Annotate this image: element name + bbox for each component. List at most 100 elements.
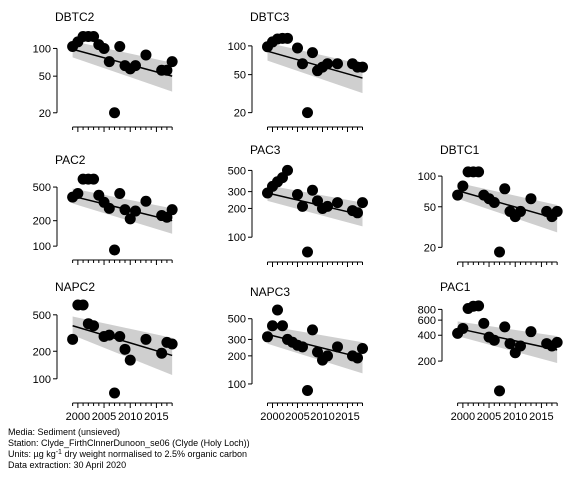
y-tick-label: 100 (33, 241, 51, 253)
panel-dbtc1: DBTC1 20 50 100 (418, 143, 563, 267)
panel-title: NAPC2 (55, 280, 95, 294)
y-tick-label: 50 (234, 70, 246, 82)
panel-dbtc3: DBTC3 20 50 100 (228, 10, 368, 132)
data-point (124, 354, 136, 366)
data-point (292, 188, 303, 200)
data-point (140, 195, 152, 207)
data-point (166, 56, 178, 68)
y-tick-label: 100 (418, 171, 436, 183)
data-point (488, 334, 500, 346)
data-point (166, 338, 178, 350)
data-point (114, 187, 126, 199)
x-tick-label: 2015 (144, 411, 168, 423)
data-point (307, 47, 318, 59)
y-tick-label: 500 (33, 182, 51, 194)
panel-pac3: PAC3 100 200 300 500 (228, 143, 368, 267)
data-point (307, 324, 318, 336)
data-point (357, 342, 368, 354)
data-point (473, 166, 485, 178)
data-point (98, 42, 110, 54)
data-point (494, 385, 506, 397)
footer-units-suffix: dry weight normalised to 2.5% organic ca… (61, 449, 248, 459)
data-point (357, 61, 368, 73)
x-tick-label: 2000 (260, 411, 284, 423)
data-point (322, 58, 333, 70)
x-tick-label: 2015 (529, 411, 553, 423)
panel-title: DBTC2 (55, 10, 95, 24)
y-tick-label: 200 (228, 351, 246, 363)
x-tick-label: 2000 (66, 411, 90, 423)
y-tick-label: 200 (33, 346, 51, 358)
data-point (352, 352, 363, 364)
data-point (88, 320, 100, 332)
y-tick-label: 500 (228, 314, 246, 326)
y-tick-label: 400 (418, 330, 436, 342)
data-point (114, 330, 126, 342)
panel-title: DBTC1 (440, 143, 480, 157)
data-point (488, 197, 500, 209)
panel-title: NAPC3 (250, 285, 290, 299)
y-tick-label: 100 (228, 41, 246, 53)
data-point (103, 56, 115, 68)
data-point (514, 205, 526, 217)
data-point (88, 173, 100, 185)
data-point (302, 107, 313, 119)
data-point (119, 204, 131, 216)
data-point (282, 32, 293, 44)
data-point (267, 320, 278, 332)
data-point (357, 197, 368, 209)
y-tick-label: 100 (33, 43, 51, 55)
data-point (114, 41, 126, 53)
data-point (161, 64, 173, 76)
x-tick-label: 2010 (310, 411, 334, 423)
data-point (504, 338, 516, 350)
data-point (277, 320, 288, 332)
y-tick-label: 600 (418, 315, 436, 327)
data-point (129, 60, 141, 72)
panel-title: DBTC3 (250, 10, 290, 24)
data-point (473, 300, 485, 312)
data-point (494, 246, 506, 258)
data-point (332, 197, 343, 209)
y-tick-label: 100 (228, 379, 246, 391)
data-point (452, 189, 464, 201)
y-tick-label: 20 (234, 108, 246, 120)
x-tick-label: 2010 (503, 411, 527, 423)
data-point (307, 184, 318, 196)
trend-line (267, 50, 363, 79)
footer-units-exponent: -1 (55, 449, 62, 456)
data-point (297, 58, 308, 70)
data-point (103, 202, 115, 214)
y-tick-label: 50 (424, 202, 436, 214)
data-point (129, 205, 141, 217)
trend-line (457, 189, 558, 220)
data-point (551, 205, 563, 217)
y-tick-label: 200 (33, 216, 51, 228)
data-point (166, 204, 178, 216)
data-point (332, 341, 343, 353)
footer-units: Units: µg kg-1 dry weight normalised to … (8, 449, 250, 460)
data-point (67, 333, 79, 345)
data-point (282, 164, 293, 176)
data-point (525, 326, 537, 338)
data-point (514, 340, 526, 352)
data-point (262, 331, 273, 343)
data-point (312, 346, 323, 358)
data-point (109, 244, 121, 256)
x-tick-label: 2000 (451, 411, 475, 423)
panel-pac2: PAC2 100 200 500 (33, 153, 178, 265)
y-tick-label: 20 (424, 242, 436, 254)
data-point (302, 385, 313, 397)
data-point (297, 341, 308, 353)
data-point (322, 350, 333, 362)
data-point (499, 321, 511, 333)
data-point (478, 317, 490, 329)
y-tick-label: 300 (228, 334, 246, 346)
y-tick-label: 100 (228, 232, 246, 244)
y-tick-label: 800 (418, 304, 436, 316)
data-point (109, 387, 121, 399)
data-point (457, 180, 469, 192)
data-point (297, 200, 308, 212)
x-tick-label: 2005 (92, 411, 116, 423)
